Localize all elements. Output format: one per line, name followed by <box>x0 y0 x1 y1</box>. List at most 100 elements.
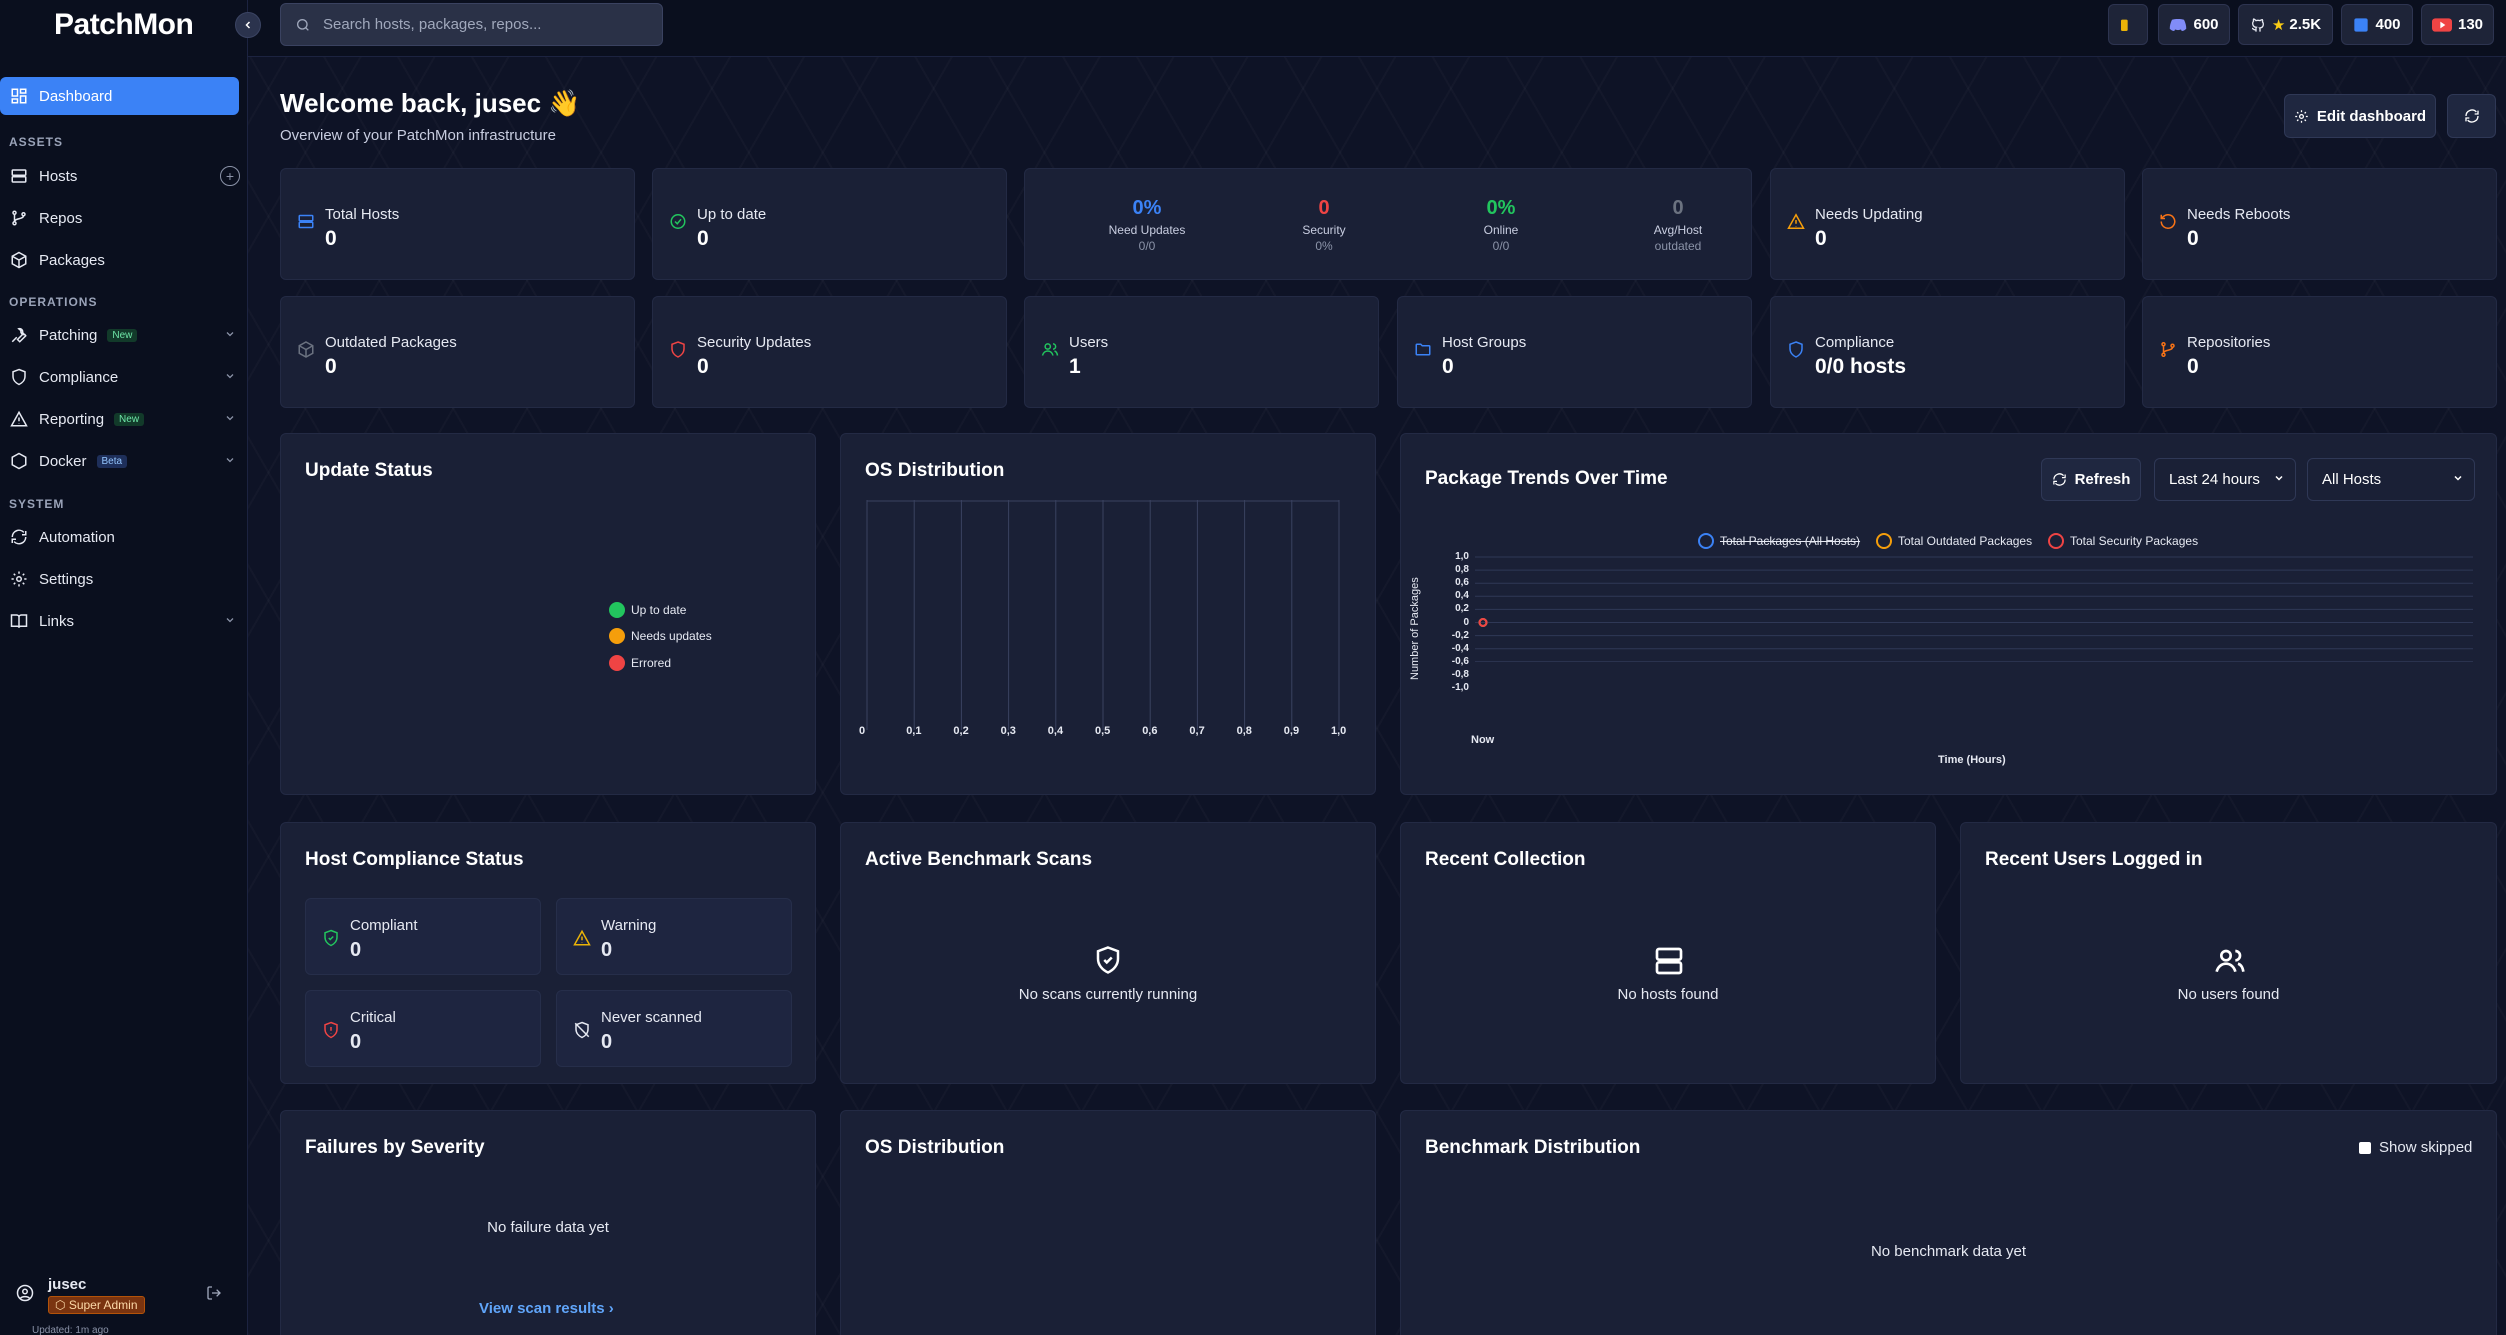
chevron-down-icon <box>2273 471 2285 488</box>
refresh-button[interactable]: Refresh <box>2041 458 2141 501</box>
up-to-date-card[interactable]: Up to date 0 <box>652 168 1007 280</box>
compliance-card[interactable]: Compliance 0/0 hosts <box>1770 296 2125 408</box>
github-stars: 2.5K <box>2289 16 2322 33</box>
linkedin-button[interactable]: 400 <box>2341 4 2413 45</box>
select-value: All Hosts <box>2322 471 2382 488</box>
stat-label: Compliance <box>1815 334 1895 351</box>
sidebar-item-reporting[interactable]: Reporting New <box>0 400 248 438</box>
stat-value: 0 <box>601 1031 613 1053</box>
refresh-icon <box>2464 109 2479 123</box>
total-hosts-card[interactable]: Total Hosts 0 <box>280 168 635 280</box>
security-updates-card[interactable]: Security Updates 0 <box>652 296 1007 408</box>
legend-label: Total Packages (All Hosts) <box>1720 534 1861 548</box>
chevron-down-icon[interactable] <box>224 369 236 386</box>
data-point[interactable] <box>1478 618 1488 627</box>
theme-button[interactable] <box>2108 4 2148 45</box>
y-tick: -0,8 <box>1451 668 1469 680</box>
sidebar-item-settings[interactable]: Settings <box>0 560 248 598</box>
chevron-down-icon[interactable] <box>224 453 236 470</box>
legend-label: Total Outdated Packages <box>1898 534 2033 548</box>
sidebar-item-label: Compliance <box>39 368 119 386</box>
refresh-dashboard-button[interactable] <box>2447 94 2496 138</box>
legend-dot <box>1698 533 1714 549</box>
repositories-card[interactable]: Repositories 0 <box>2142 296 2497 408</box>
sidebar-item-compliance[interactable]: Compliance <box>0 358 248 396</box>
shield-alert-icon <box>322 1021 340 1044</box>
summary-sub: 0% <box>1315 239 1333 253</box>
dashboard-icon <box>9 86 29 106</box>
stat-label: Security Updates <box>697 334 812 351</box>
sidebar-item-patching[interactable]: Patching New <box>0 316 248 354</box>
app-logo[interactable]: PatchMon <box>54 8 194 41</box>
stat-label: Host Groups <box>1442 334 1527 351</box>
needs-reboots-card[interactable]: Needs Reboots 0 <box>2142 168 2497 280</box>
users-icon <box>2215 949 2245 973</box>
sidebar-item-docker[interactable]: Docker Beta <box>0 442 248 480</box>
container-icon <box>9 451 29 471</box>
host-groups-card[interactable]: Host Groups 0 <box>1397 296 1752 408</box>
summary-sub: 0/0 <box>1492 239 1510 253</box>
users-card[interactable]: Users 1 <box>1024 296 1379 408</box>
edit-dashboard-label: Edit dashboard <box>2316 107 2427 125</box>
legend-needs-updates[interactable]: Needs updates <box>609 628 712 644</box>
search-input[interactable]: Search hosts, packages, repos... <box>280 3 663 46</box>
discord-button[interactable]: 600 <box>2158 4 2230 45</box>
sidebar-item-hosts[interactable]: Hosts + <box>0 157 248 195</box>
legend-outdated-packages[interactable]: Total Outdated Packages <box>1876 533 2032 549</box>
y-tick: 0,2 <box>1455 603 1469 615</box>
sidebar-item-label: Settings <box>39 570 94 588</box>
x-tick: 0 <box>859 725 866 737</box>
legend-security-packages[interactable]: Total Security Packages <box>2048 533 2198 549</box>
never-scanned-card[interactable]: Never scanned 0 <box>556 990 792 1067</box>
chevron-down-icon[interactable] <box>224 613 236 630</box>
youtube-button[interactable]: 130 <box>2421 4 2494 45</box>
summary-value: 0 <box>1672 197 1684 219</box>
time-range-select[interactable]: Last 24 hours <box>2154 458 2296 501</box>
stat-label: Needs Updating <box>1815 206 1923 223</box>
user-profile[interactable]: jusec ⬡ Super Admin Updated: 1m ago <box>16 1273 236 1335</box>
chevron-down-icon[interactable] <box>224 411 236 428</box>
section-system: SYSTEM <box>9 497 65 511</box>
logout-icon[interactable] <box>206 1285 222 1306</box>
show-skipped-checkbox[interactable] <box>2359 1141 2371 1154</box>
critical-card[interactable]: Critical 0 <box>305 990 541 1067</box>
add-host-icon[interactable]: + <box>220 166 240 186</box>
check-circle-icon <box>669 213 687 236</box>
view-scan-results-link[interactable]: View scan results › <box>479 1300 614 1317</box>
legend-up-to-date[interactable]: Up to date <box>609 602 686 618</box>
os-distribution-2-panel: OS Distribution <box>840 1110 1376 1335</box>
outdated-packages-card[interactable]: Outdated Packages 0 <box>280 296 635 408</box>
y-tick: -0,2 <box>1451 629 1469 641</box>
show-skipped-toggle[interactable]: Show skipped <box>2359 1139 2472 1156</box>
sidebar-item-packages[interactable]: Packages <box>0 241 248 279</box>
youtube-icon <box>2431 17 2452 32</box>
host-filter-select[interactable]: All Hosts <box>2307 458 2475 501</box>
section-assets: ASSETS <box>9 135 64 149</box>
needs-updating-card[interactable]: Needs Updating 0 <box>1770 168 2125 280</box>
summary-value: 0% <box>1132 197 1162 219</box>
legend-total-packages[interactable]: Total Packages (All Hosts) <box>1698 533 1860 549</box>
compliant-card[interactable]: Compliant 0 <box>305 898 541 975</box>
need-updates-summary: 0% Need Updates 0/0 <box>1087 197 1207 253</box>
benchmark-scans-panel: Active Benchmark Scans No scans currentl… <box>840 822 1376 1084</box>
chevron-down-icon[interactable] <box>224 327 236 344</box>
warning-card[interactable]: Warning 0 <box>556 898 792 975</box>
collapse-sidebar-button[interactable] <box>235 12 261 38</box>
rotate-icon <box>2159 213 2177 236</box>
stat-label: Needs Reboots <box>2187 206 2291 223</box>
stat-label: Never scanned <box>601 1009 702 1026</box>
package-icon <box>9 250 29 270</box>
y-tick: 0,8 <box>1455 564 1469 576</box>
edit-dashboard-button[interactable]: Edit dashboard <box>2284 94 2436 138</box>
sidebar-item-links[interactable]: Links <box>0 602 248 640</box>
sidebar-item-automation[interactable]: Automation <box>0 518 248 556</box>
update-status-panel: Update Status Up to date Needs updates E… <box>280 433 816 795</box>
legend-errored[interactable]: Errored <box>609 655 671 671</box>
refresh-icon <box>9 527 29 547</box>
github-button[interactable]: ★ 2.5K <box>2238 4 2333 45</box>
y-tick: -0,4 <box>1451 642 1469 654</box>
legend-label: Up to date <box>631 603 687 617</box>
stat-value: 0 <box>2187 355 2199 378</box>
sidebar-item-dashboard[interactable]: Dashboard <box>0 77 239 115</box>
sidebar-item-repos[interactable]: Repos <box>0 199 248 237</box>
